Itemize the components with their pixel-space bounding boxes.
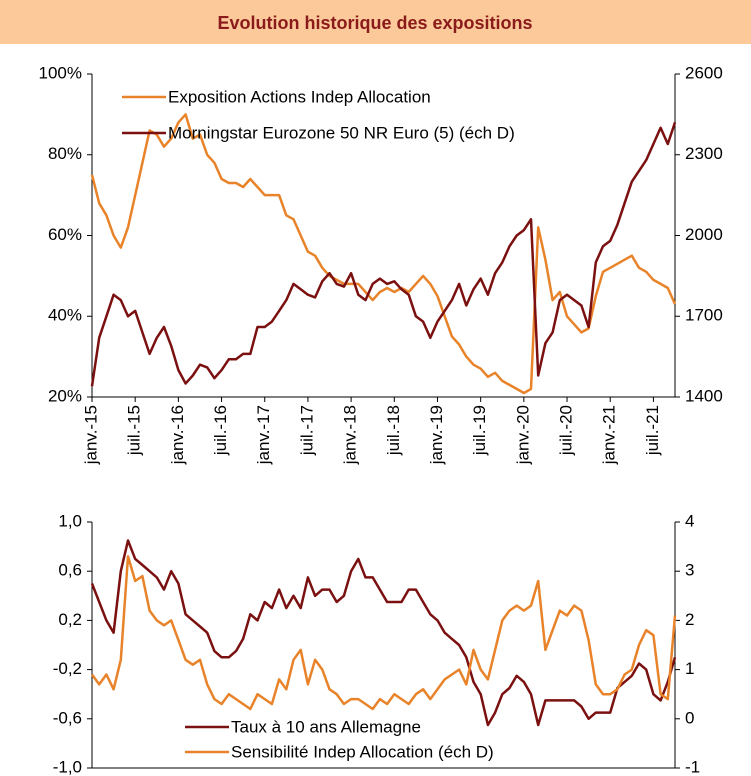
y2-tick-label: 2 [685, 610, 694, 629]
chart-title: Evolution historique des expositions [217, 13, 532, 33]
x-tick-label: juil.-17 [297, 405, 316, 456]
y2-tick-label: 4 [685, 511, 694, 530]
y-tick-label: -1,0 [53, 757, 82, 776]
x-tick-label: juil.-15 [125, 405, 144, 456]
y-tick-label: 0,6 [58, 561, 82, 580]
y2-tick-label: 1 [685, 659, 694, 678]
x-tick-label: juil.-21 [643, 405, 662, 456]
x-tick-label: juil.-20 [557, 405, 576, 456]
y2-tick-label: 0 [685, 708, 694, 727]
x-tick-label: janv.-18 [341, 405, 360, 465]
x-tick-label: juil.-19 [470, 405, 489, 456]
x-tick-label: juil.-18 [384, 405, 403, 456]
y-tick-label: 40% [48, 306, 82, 325]
x-tick-label: janv.-15 [81, 405, 100, 465]
series-line [90, 113, 677, 395]
x-tick-label: janv.-19 [427, 405, 446, 465]
x-tick-label: janv.-20 [513, 405, 532, 465]
title-bar [0, 0, 751, 44]
y-tick-label: 100% [39, 63, 82, 82]
y-tick-label: 80% [48, 144, 82, 163]
x-tick-label: juil.-16 [211, 405, 230, 456]
y2-tick-label: 2300 [685, 144, 723, 163]
legend-label: Taux à 10 ans Allemagne [231, 717, 421, 736]
legend-label: Sensibilité Indep Allocation (éch D) [231, 742, 494, 761]
y2-tick-label: -1 [685, 757, 700, 776]
y-tick-label: 60% [48, 225, 82, 244]
y-tick-label: -0,2 [53, 659, 82, 678]
series-line [90, 122, 677, 387]
y-tick-label: -0,6 [53, 708, 82, 727]
legend-label: Exposition Actions Indep Allocation [168, 87, 431, 106]
y2-tick-label: 2000 [685, 225, 723, 244]
series-line [90, 555, 677, 711]
y2-tick-label: 2600 [685, 63, 723, 82]
x-tick-label: janv.-17 [254, 405, 273, 465]
legend-label: Morningstar Eurozone 50 NR Euro (5) (éch… [168, 123, 515, 142]
y2-tick-label: 3 [685, 561, 694, 580]
y2-tick-label: 1400 [685, 386, 723, 405]
series-line [90, 539, 677, 727]
x-tick-label: janv.-21 [600, 405, 619, 465]
y2-tick-label: 1700 [685, 306, 723, 325]
x-tick-label: janv.-16 [168, 405, 187, 465]
y-tick-label: 20% [48, 386, 82, 405]
y-tick-label: 0,2 [58, 610, 82, 629]
y-tick-label: 1,0 [58, 511, 82, 530]
